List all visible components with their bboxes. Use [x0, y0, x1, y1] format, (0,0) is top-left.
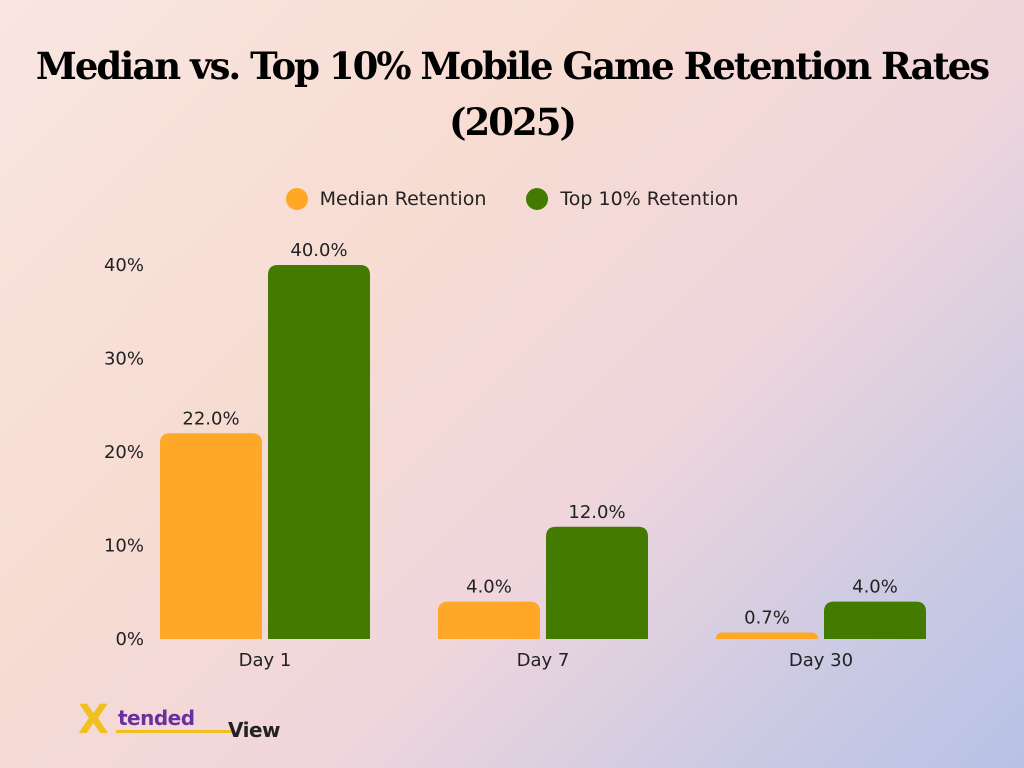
data-label: 0.7% [744, 607, 790, 628]
data-label: 4.0% [466, 577, 512, 598]
chart-legend: Median Retention Top 10% Retention [0, 188, 1024, 210]
chart-title-line-2: (2025) [449, 100, 577, 144]
logo-underline [116, 730, 234, 733]
y-tick-label: 0% [115, 629, 144, 650]
bar-median [160, 433, 262, 639]
xtendedview-logo: X tended View [78, 697, 281, 744]
data-label: 12.0% [568, 502, 625, 523]
y-tick-label: 10% [104, 536, 144, 557]
y-tick-label: 30% [104, 349, 144, 370]
bar-chart: 0% 10% 20% 30% 40% 22.0% 40.0% Day 1 4.0% 12.0% Da… [104, 240, 926, 671]
x-category-label: Day 1 [239, 650, 292, 671]
legend-label-top10: Top 10% Retention [560, 188, 739, 210]
legend-item-top10: Top 10% Retention [526, 188, 738, 210]
logo-text-tended: tended [118, 706, 195, 730]
y-tick-label: 40% [104, 255, 144, 276]
x-category-label: Day 30 [789, 650, 853, 671]
bar-median [716, 632, 818, 639]
data-label: 22.0% [182, 408, 239, 429]
logo-text-view: View [228, 718, 281, 742]
data-label: 4.0% [852, 577, 898, 598]
bar-top10 [546, 526, 648, 639]
y-tick-label: 20% [104, 442, 144, 463]
legend-swatch-median [285, 188, 308, 210]
bar-top10 [268, 265, 370, 639]
data-label: 40.0% [290, 240, 347, 261]
legend-swatch-top10 [526, 188, 549, 210]
x-category-label: Day 7 [517, 650, 570, 671]
legend-label-median: Median Retention [319, 188, 487, 210]
legend-item-median: Median Retention [285, 188, 487, 210]
logo-x-mark: X [78, 697, 109, 743]
bar-top10 [824, 601, 926, 639]
chart-title-line-1: Median vs. Top 10% Mobile Game Retention… [35, 44, 990, 88]
bar-median [438, 601, 540, 639]
chart-title: Median vs. Top 10% Mobile Game Retention… [0, 38, 1024, 150]
